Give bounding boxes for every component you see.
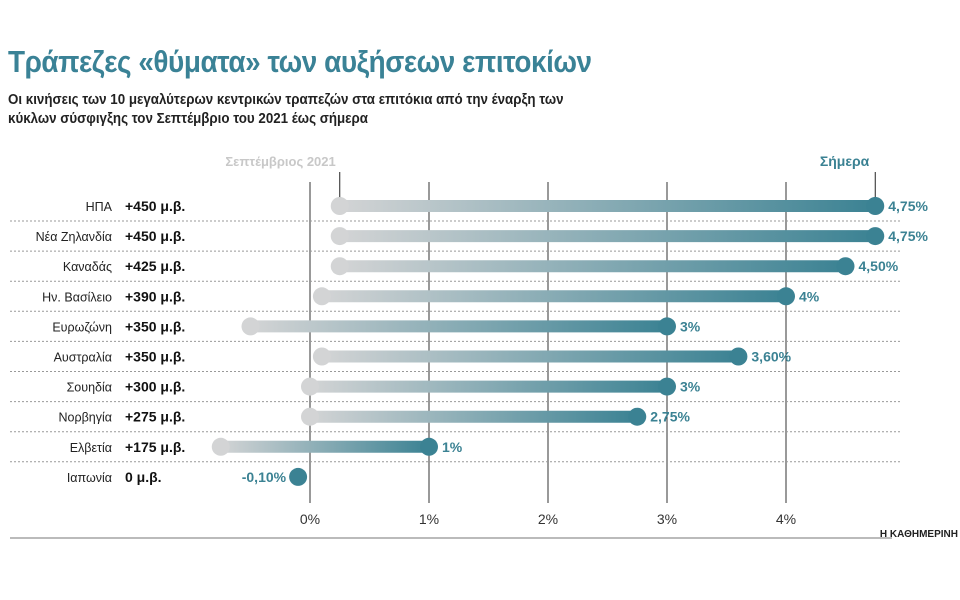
end-dot [777, 287, 795, 306]
source-credit: Η ΚΑΘΗΜΕΡΙΝΗ [879, 529, 958, 540]
end-dot [866, 227, 885, 246]
change-label: +175 μ.β. [125, 439, 185, 455]
x-tick-label: 3% [657, 511, 677, 527]
value-label: 3% [680, 318, 701, 334]
start-dot [330, 257, 349, 276]
chart-subtitle: Οι κινήσεις των 10 μεγαλύτερων κεντρικών… [8, 92, 564, 127]
country-label: Νορβηγία [59, 411, 113, 425]
value-label: 3,60% [751, 349, 791, 365]
country-label: Σουηδία [67, 381, 112, 395]
end-label: Σήμερα [820, 153, 870, 169]
start-dot [330, 197, 349, 215]
country-label: Ελβετία [70, 441, 112, 455]
start-dot [312, 347, 331, 366]
country-label: Αυστραλία [54, 351, 112, 365]
end-dot [289, 467, 308, 486]
value-label: -0,10% [242, 469, 287, 485]
start-dot [312, 287, 331, 306]
value-label: 4,75% [888, 198, 928, 214]
change-label: +275 μ.β. [125, 409, 185, 425]
change-label: +300 μ.β. [125, 379, 185, 395]
country-label: ΗΠΑ [86, 200, 113, 214]
start-label: Σεπτέμβριος 2021 [225, 154, 335, 169]
value-label: 2,75% [650, 409, 690, 425]
start-dot [301, 407, 319, 426]
change-label: +390 μ.β. [125, 288, 185, 304]
country-label: Ιαπωνία [67, 471, 112, 485]
change-label: +425 μ.β. [125, 258, 185, 274]
end-dot [729, 347, 748, 366]
change-label: +450 μ.β. [125, 198, 185, 214]
end-dot [658, 317, 676, 336]
end-dot [658, 377, 676, 396]
end-dot [420, 437, 438, 456]
value-label: 4,75% [888, 228, 928, 244]
value-label: 4% [799, 288, 820, 304]
end-dot [836, 257, 855, 276]
country-label: Νέα Ζηλανδία [36, 230, 112, 244]
start-dot [330, 227, 349, 246]
change-label: +450 μ.β. [125, 228, 185, 244]
x-tick-label: 0% [300, 511, 320, 527]
start-dot [211, 437, 230, 456]
value-label: 4,50% [859, 258, 899, 274]
x-tick-label: 1% [419, 511, 439, 527]
x-tick-label: 2% [538, 511, 558, 527]
x-tick-label: 4% [776, 511, 796, 527]
start-dot [301, 377, 319, 396]
change-label: 0 μ.β. [125, 469, 162, 485]
country-label: Καναδάς [63, 260, 112, 274]
change-label: +350 μ.β. [125, 349, 185, 365]
country-label: Ευρωζώνη [52, 320, 112, 334]
value-label: 3% [680, 379, 701, 395]
change-label: +350 μ.β. [125, 318, 185, 334]
chart-title: Τράπεζες «θύματα» των αυξήσεων επιτοκίων [8, 44, 592, 79]
end-dot [866, 197, 885, 215]
end-dot [628, 407, 647, 426]
value-label: 1% [442, 439, 463, 455]
start-dot [241, 317, 260, 336]
country-label: Ην. Βασίλειο [42, 290, 112, 304]
